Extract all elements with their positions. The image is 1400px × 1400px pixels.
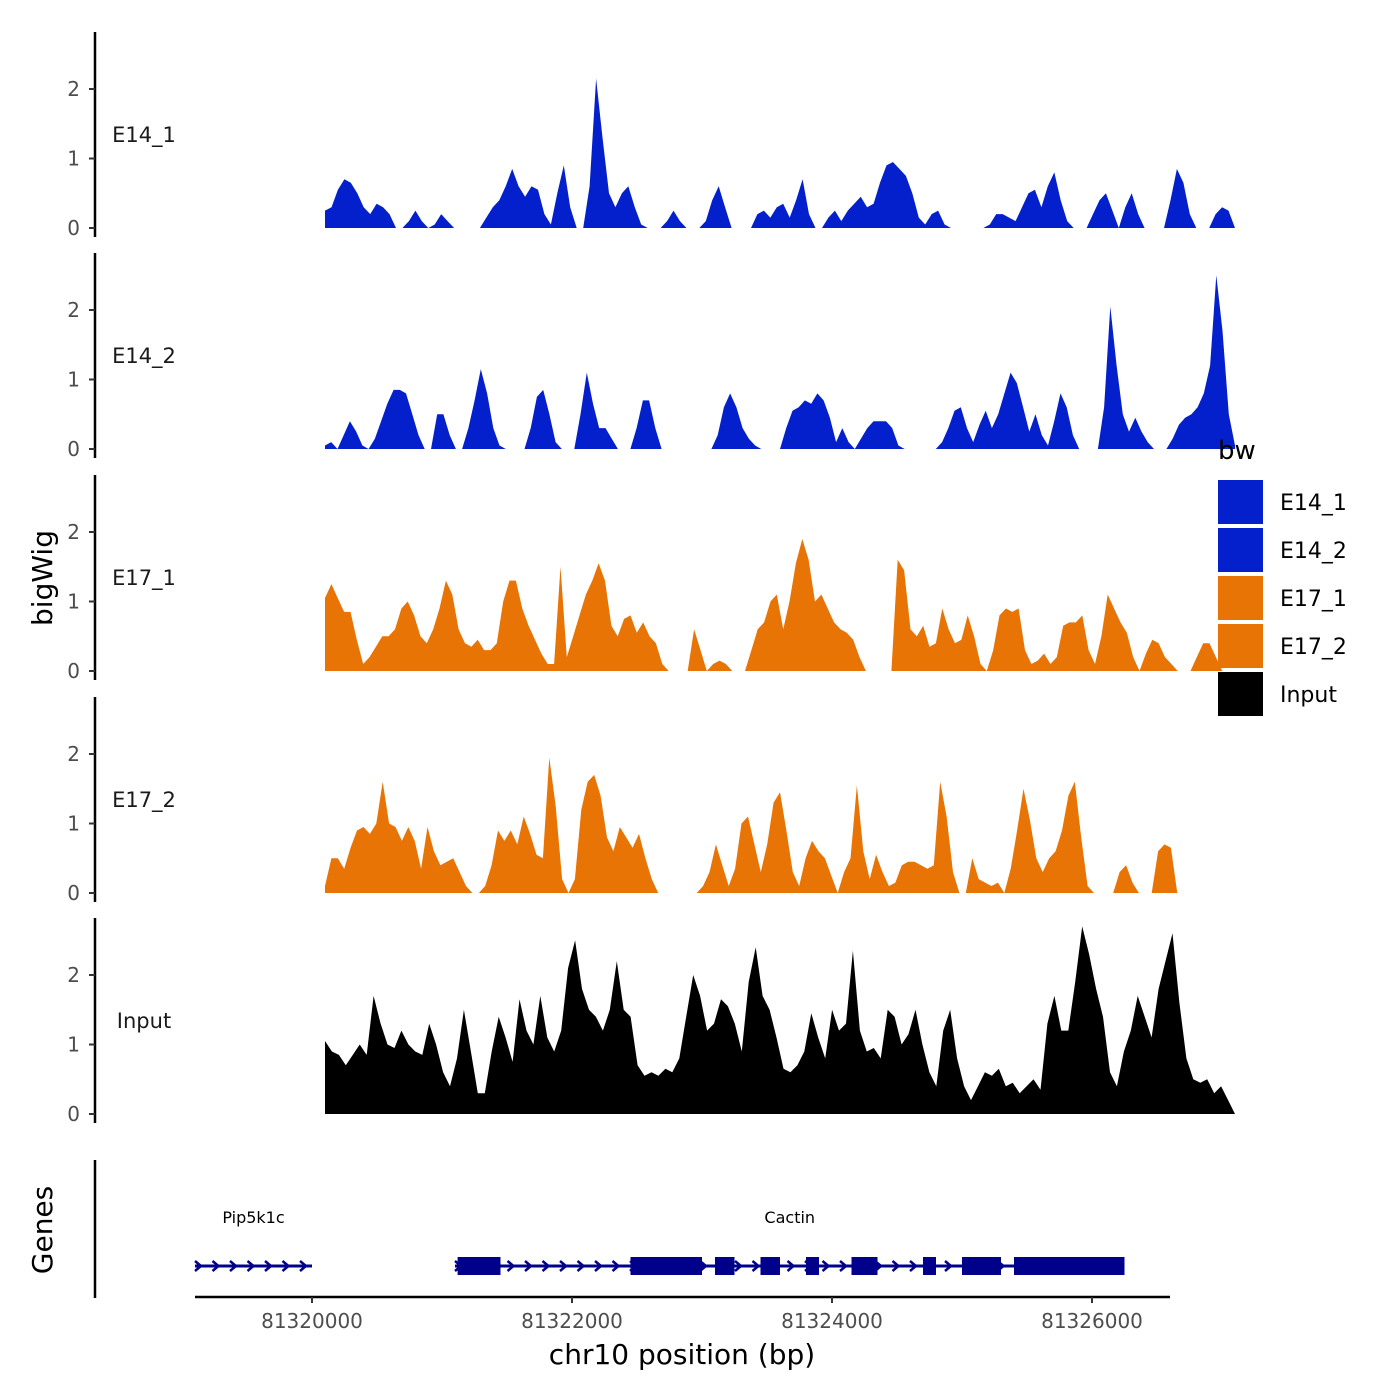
x-tick-label-81326000: 81326000 [1041,1309,1143,1333]
legend-label-e14-2: E14_2 [1280,539,1347,564]
gene-panel: Pip5k1c Cactin [93,1160,1125,1298]
area-e14-2 [325,275,1235,449]
strand-arrow-pip5k1c [299,1260,308,1272]
gene-label-pip5k1c: Pip5k1c [222,1208,284,1227]
y-tick-label-input-0: 0 [67,1102,80,1126]
strand-arrow-cactin [909,1260,918,1272]
x-axis-title: chr10 position (bp) [549,1338,815,1371]
strand-arrow-cactin [821,1260,831,1272]
legend-swatch-e14-2 [1218,528,1263,572]
y-tick-label-e17-1-2: 2 [67,520,80,544]
exon-cactin-7 [923,1257,936,1275]
track-label-e17-1: E17_1 [112,566,176,591]
gene-cactin: Cactin [454,1208,1125,1275]
y-tick-label-e14-2-0: 0 [67,437,80,461]
strand-arrow-cactin [611,1260,621,1272]
y-tick-label-e17-2-1: 1 [67,812,80,836]
y-tick-label-input-2: 2 [67,963,80,987]
legend-swatch-input [1218,672,1263,716]
strand-arrow-cactin [751,1260,761,1272]
strand-arrow-cactin [786,1260,796,1272]
exon-cactin-1 [457,1257,501,1275]
exon-cactin-6 [851,1257,878,1275]
strand-arrow-cactin [506,1260,516,1272]
y-tick-label-e14-2-2: 2 [67,298,80,322]
x-tick-label-81324000: 81324000 [781,1309,883,1333]
track-label-e14-1: E14_1 [112,123,176,148]
y-tick-label-e14-1-1: 1 [67,147,80,171]
strand-arrow-cactin [891,1260,901,1272]
x-tick-label-81320000: 81320000 [261,1309,363,1333]
track-input: 0 1 2 Input [67,918,1235,1126]
strand-arrow-pip5k1c [246,1260,256,1272]
strand-arrow-cactin [734,1260,743,1272]
legend-label-e17-2: E17_2 [1280,635,1347,660]
legend-label-e17-1: E17_1 [1280,587,1347,612]
exon-cactin-9 [1014,1257,1125,1275]
track-label-e17-2: E17_2 [112,788,176,813]
track-e14-1: 0 1 2 E14_1 [67,32,1235,240]
strand-arrow-pip5k1c [229,1260,238,1272]
legend: bw E14_1 E14_2 E17_1 E17_2 Input [1218,436,1347,716]
strand-arrow-cactin [594,1260,603,1272]
strand-arrow-pip5k1c [264,1260,273,1272]
x-axis: 81320000 81322000 81324000 81326000 [195,1295,1170,1333]
track-e14-2: 0 1 2 E14_2 [67,253,1235,461]
y-tick-label-e17-2-2: 2 [67,742,80,766]
y-axis-title: bigWig [26,530,59,626]
legend-label-e14-1: E14_1 [1280,491,1347,516]
exon-cactin-3 [715,1257,735,1275]
y-tick-label-e17-2-0: 0 [67,881,80,905]
track-e17-2: 0 1 2 E17_2 [67,697,1235,905]
strand-arrow-cactin [839,1260,848,1272]
legend-swatch-e17-1 [1218,576,1263,620]
area-input [325,926,1235,1114]
strand-arrow-pip5k1c [281,1260,291,1272]
exon-cactin-5 [806,1257,819,1275]
track-e17-1: 0 1 2 E17_1 [67,475,1235,683]
y-tick-label-e17-1-1: 1 [67,590,80,614]
strand-arrow-cactin [524,1260,533,1272]
y-tick-label-e14-1-0: 0 [67,216,80,240]
gene-pip5k1c: Pip5k1c [194,1208,312,1272]
area-e17-2 [325,757,1235,893]
track-label-input: Input [117,1009,171,1033]
genes-axis-title: Genes [26,1186,59,1274]
area-e17-1 [325,539,1235,671]
track-label-e14-2: E14_2 [112,344,176,369]
area-e14-1 [325,78,1235,228]
y-tick-label-input-1: 1 [67,1033,80,1057]
exon-cactin-8 [962,1257,1001,1275]
exon-cactin-2 [630,1257,702,1275]
strand-arrow-cactin [576,1260,586,1272]
y-tick-label-e14-2-1: 1 [67,368,80,392]
legend-swatch-e17-2 [1218,624,1263,668]
gene-label-cactin: Cactin [764,1208,815,1227]
strand-arrow-cactin [541,1260,551,1272]
strand-arrow-cactin [559,1260,568,1272]
x-tick-label-81322000: 81322000 [521,1309,623,1333]
strand-arrow-pip5k1c [211,1260,221,1272]
exon-cactin-4 [760,1257,780,1275]
y-tick-label-e14-1-2: 2 [67,77,80,101]
y-tick-label-e17-1-0: 0 [67,659,80,683]
legend-swatch-e14-1 [1218,480,1263,524]
track-panels: 0 1 2 E14_1 0 1 2 E14_2 0 1 2 E17_1 0 1 2 E17_2 0 1 2 Input [67,32,1235,1126]
strand-arrow-cactin [944,1260,953,1272]
strand-arrow-pip5k1c [194,1260,203,1272]
legend-label-input: Input [1280,683,1337,708]
legend-title: bw [1218,436,1256,466]
